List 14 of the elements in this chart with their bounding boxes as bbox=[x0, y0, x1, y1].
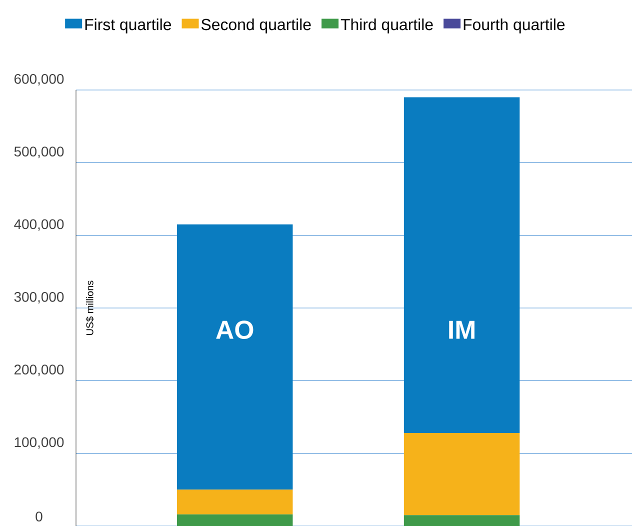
y-tick-label: 100,000 bbox=[14, 437, 64, 449]
y-tick-label: 600,000 bbox=[14, 74, 64, 86]
legend-label: Second quartile bbox=[201, 18, 311, 34]
x-tick-label: AO bbox=[216, 320, 254, 339]
x-tick-label: IM bbox=[449, 320, 474, 339]
y-tick-label: 300,000 bbox=[14, 292, 64, 304]
y-tick-label: 400,000 bbox=[14, 219, 64, 231]
y-axis-title: US$ millions bbox=[86, 280, 94, 335]
y-tick-label: 500,000 bbox=[14, 146, 64, 158]
legend-label: Third quartile bbox=[340, 18, 433, 34]
legend-label: First quartile bbox=[85, 18, 172, 34]
y-tick-label: 200,000 bbox=[14, 364, 64, 376]
y-tick-label: 0 bbox=[36, 512, 42, 522]
legend-label: Fourth quartile bbox=[464, 18, 565, 34]
